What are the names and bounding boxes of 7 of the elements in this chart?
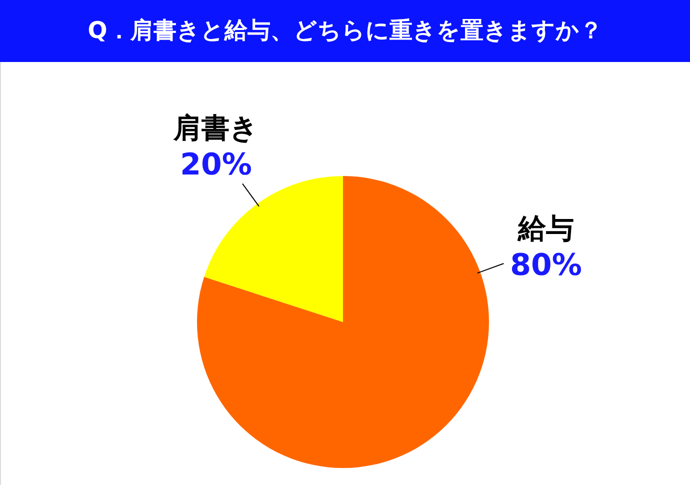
data-label: 20% <box>180 147 252 182</box>
pie-slice <box>197 176 489 468</box>
slice-label: 肩書き <box>172 111 259 144</box>
pie-slice <box>204 176 343 322</box>
chart-title: Q．肩書きと給与、どちらに重きを置きますか？ <box>88 17 602 44</box>
data-label: 80% <box>510 248 582 284</box>
slice-label: 給与 <box>516 212 574 246</box>
